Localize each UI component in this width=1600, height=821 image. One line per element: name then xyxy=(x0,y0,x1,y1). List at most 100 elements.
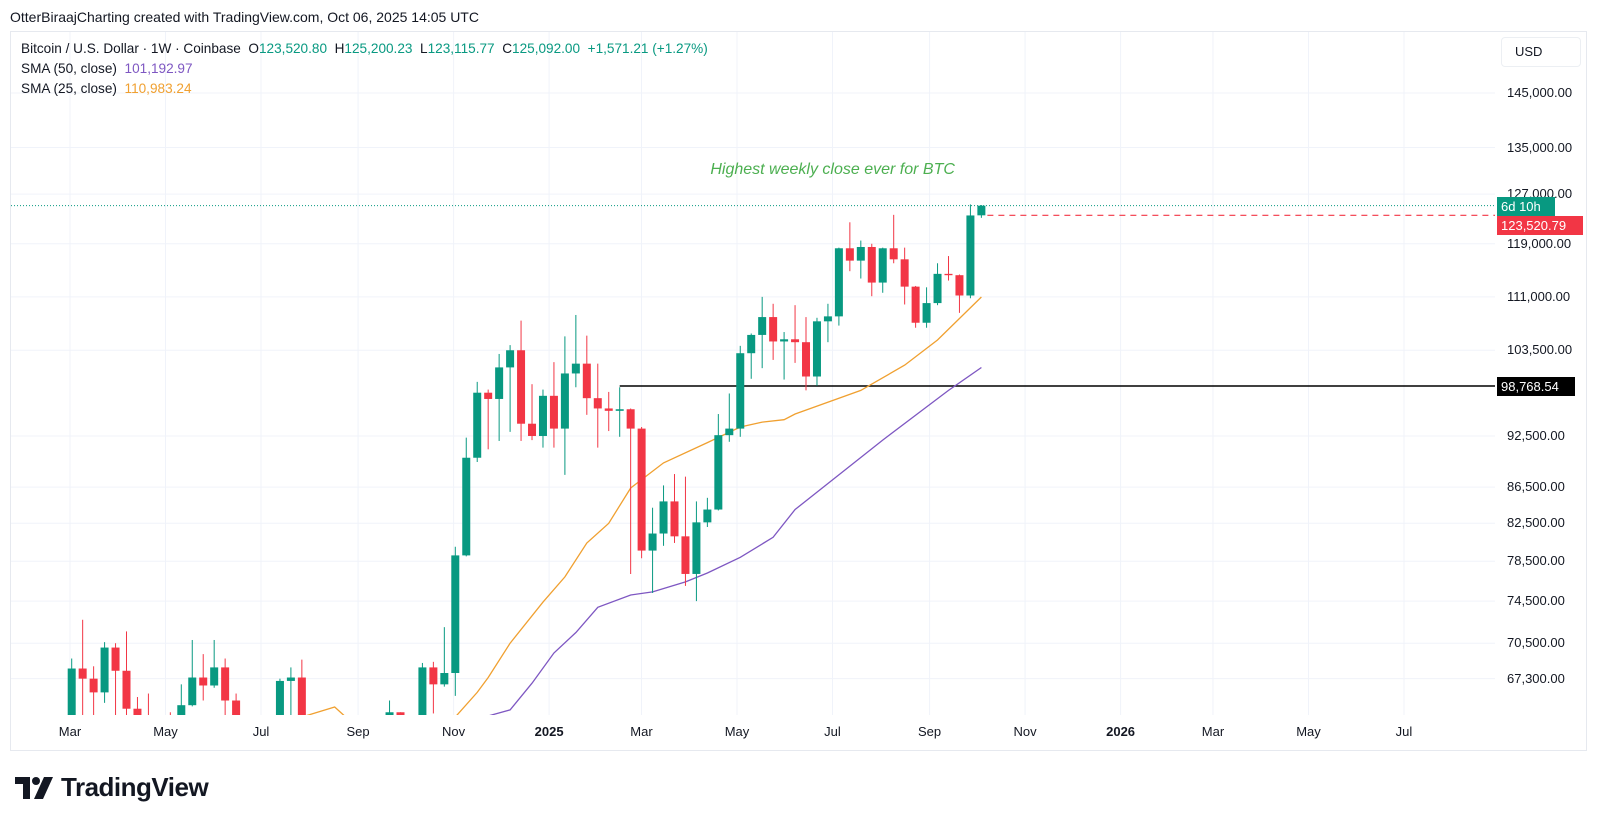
candle-body xyxy=(144,718,152,719)
price-tick-label: 82,500.00 xyxy=(1507,515,1565,531)
candle-down xyxy=(243,719,251,720)
candle-up xyxy=(780,332,789,380)
time-tick-label: Mar xyxy=(630,724,653,739)
candle-body xyxy=(955,275,964,296)
candle-up xyxy=(331,718,339,720)
candle-down xyxy=(429,661,438,714)
tradingview-logo-text: TradingView xyxy=(61,772,209,802)
candle-up xyxy=(736,345,745,437)
plot-area xyxy=(11,204,1495,720)
candle-body xyxy=(451,555,460,674)
time-tick-label: 2026 xyxy=(1106,724,1136,739)
high-value: 125,200.23 xyxy=(344,41,413,56)
candle-body xyxy=(506,350,515,368)
candle-up xyxy=(188,639,197,707)
candle-up xyxy=(155,719,163,720)
candle-body xyxy=(342,719,350,720)
candle-body xyxy=(681,536,690,574)
chart-attribution: OtterBiraajCharting created with Trading… xyxy=(10,9,479,25)
candle-body xyxy=(758,317,767,335)
time-tick-label: Mar xyxy=(1201,724,1225,739)
candle-down xyxy=(802,317,811,391)
candle-body xyxy=(791,339,800,343)
candle-body xyxy=(440,673,449,685)
sma25-label: SMA (25, close) xyxy=(21,81,117,96)
symbol-title[interactable]: Bitcoin / U.S. Dollar · 1W · Coinbase xyxy=(21,41,241,56)
price-tick-label: 145,000.00 xyxy=(1507,85,1573,100)
candle-down xyxy=(169,712,171,715)
candle-down xyxy=(528,384,537,441)
candle-up xyxy=(407,719,415,720)
candle-up xyxy=(615,387,624,437)
candle-up xyxy=(309,719,317,720)
price-tick-label: 103,500.00 xyxy=(1507,342,1573,358)
candle-up xyxy=(100,642,109,703)
candle-down xyxy=(517,320,526,441)
candle-body xyxy=(780,339,789,342)
currency-button[interactable]: USD xyxy=(1501,37,1581,67)
candle-body xyxy=(364,719,372,720)
candle-down xyxy=(89,666,98,715)
candle-body xyxy=(473,392,482,458)
candle-body xyxy=(221,667,230,701)
candle-up xyxy=(834,247,843,326)
time-tick-label: 2025 xyxy=(534,724,564,739)
candle-body xyxy=(637,428,646,551)
candle-up xyxy=(878,247,887,293)
candle-down xyxy=(78,619,87,715)
candle-body xyxy=(966,215,975,296)
candle-body xyxy=(297,677,306,715)
sma50-legend[interactable]: SMA (50, close) 101,192.97 xyxy=(21,61,193,76)
candle-down xyxy=(911,285,920,328)
candle-body xyxy=(275,680,284,715)
chart-frame xyxy=(10,31,1587,751)
sma25-line xyxy=(306,296,982,715)
chart-annotation[interactable]: Highest weekly close ever for BTC xyxy=(710,160,955,178)
candle-up xyxy=(473,381,482,462)
close-label: C xyxy=(502,41,513,56)
candle-up xyxy=(966,204,975,299)
time-tick-label: May xyxy=(153,724,178,739)
sma50-line xyxy=(489,366,982,715)
candle-body xyxy=(462,457,471,556)
candle-up xyxy=(933,263,942,306)
candle-down xyxy=(396,712,405,715)
candle-down xyxy=(769,303,778,360)
candle-down xyxy=(582,335,591,415)
high-label: H xyxy=(334,41,345,56)
candle-down xyxy=(791,305,800,363)
candle-body xyxy=(802,342,811,377)
candle-down xyxy=(845,222,854,272)
candle-up xyxy=(177,684,186,715)
time-tick-label: Mar xyxy=(58,724,82,739)
candle-body xyxy=(320,719,328,720)
tradingview-logo[interactable]: TradingView xyxy=(15,772,209,803)
candle-body xyxy=(692,522,701,574)
sma25-legend[interactable]: SMA (25, close) 110,983.24 xyxy=(21,81,192,96)
candle-up xyxy=(495,353,504,441)
candle-up xyxy=(758,296,767,369)
candle-down xyxy=(681,476,690,586)
price-tick-label: 92,500.00 xyxy=(1507,427,1565,443)
candle-down xyxy=(900,247,909,305)
candle-up xyxy=(538,389,547,448)
change-value: +1,571.21 (+1.27%) xyxy=(587,41,708,56)
candle-body xyxy=(659,501,668,534)
candle-down xyxy=(637,426,646,559)
candle-body xyxy=(714,435,723,510)
candle-body xyxy=(834,248,843,317)
candle-up xyxy=(265,719,273,720)
candle-body xyxy=(769,317,778,342)
candle-body xyxy=(867,246,876,283)
candle-body xyxy=(823,316,832,322)
candle-up xyxy=(462,437,471,557)
candle-down xyxy=(604,391,613,432)
candle-body xyxy=(67,668,76,715)
candle-up xyxy=(703,497,712,527)
candle-body xyxy=(232,700,241,715)
candle-body xyxy=(538,395,547,436)
candle-up xyxy=(418,662,427,715)
candle-body xyxy=(670,501,679,537)
candle-body xyxy=(78,668,87,679)
